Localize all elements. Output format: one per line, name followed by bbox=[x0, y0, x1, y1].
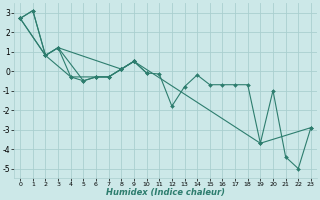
X-axis label: Humidex (Indice chaleur): Humidex (Indice chaleur) bbox=[106, 188, 225, 197]
